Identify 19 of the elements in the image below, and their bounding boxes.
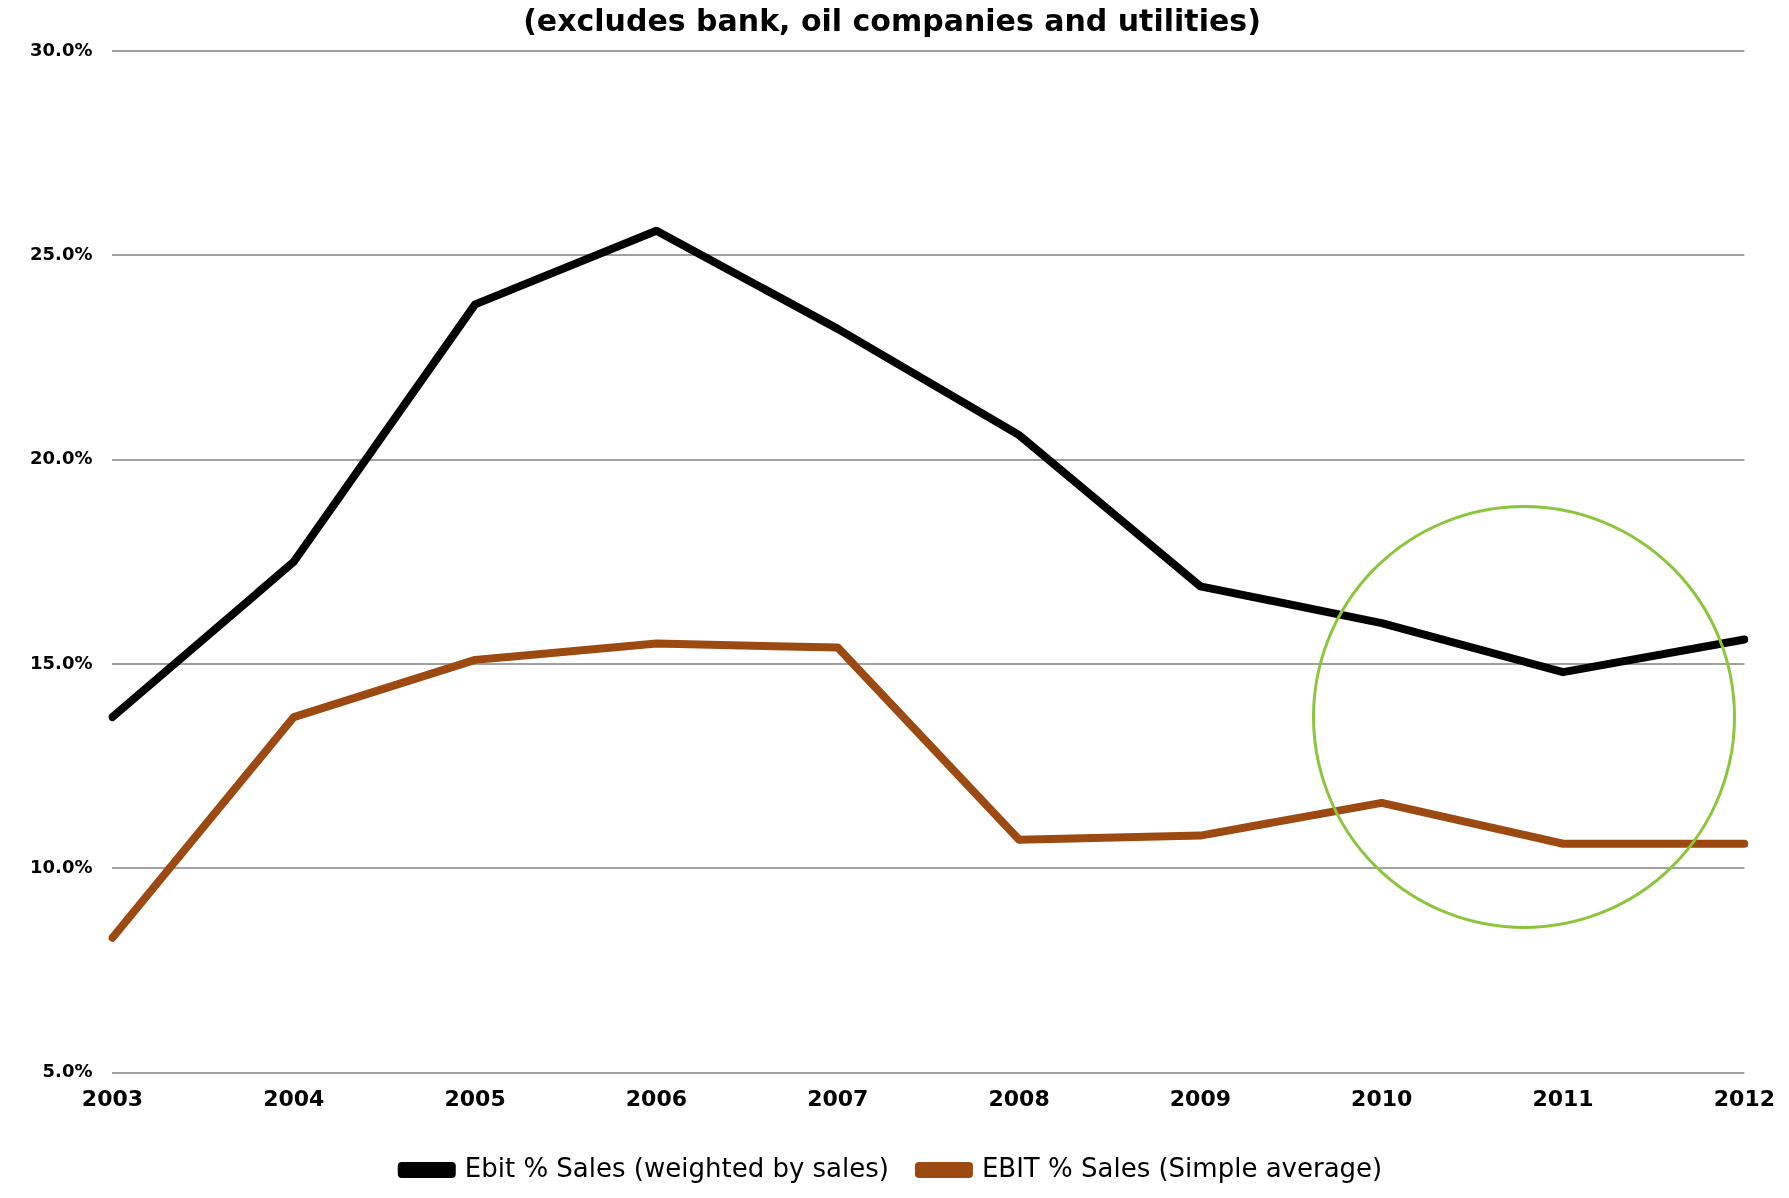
y-tick-label: 5.0% (42, 1060, 93, 1082)
x-tick-label: 2006 (625, 1085, 688, 1111)
legend-label: Ebit % Sales (weighted by sales) (464, 1152, 889, 1183)
y-tick-label: 20.0% (29, 447, 93, 469)
legend-label: EBIT % Sales (Simple average) (981, 1152, 1383, 1183)
x-tick-label: 2010 (1351, 1085, 1413, 1111)
x-tick-label: 2003 (81, 1085, 144, 1111)
x-tick-label: 2008 (988, 1085, 1050, 1111)
y-tick-label: 25.0% (29, 242, 93, 264)
y-tick-label: 10.0% (29, 855, 93, 877)
chart-title: (excludes bank, oil companies and utilities) (523, 2, 1261, 38)
x-tick-label: 2009 (1169, 1085, 1232, 1111)
x-tick-label: 2005 (444, 1085, 506, 1111)
y-tick-label: 30.0% (29, 38, 93, 60)
x-tick-label: 2007 (807, 1085, 869, 1111)
x-tick-label: 2004 (263, 1085, 325, 1111)
y-tick-label: 15.0% (29, 651, 93, 673)
x-tick-label: 2012 (1713, 1085, 1775, 1111)
x-tick-label: 2011 (1532, 1085, 1594, 1111)
